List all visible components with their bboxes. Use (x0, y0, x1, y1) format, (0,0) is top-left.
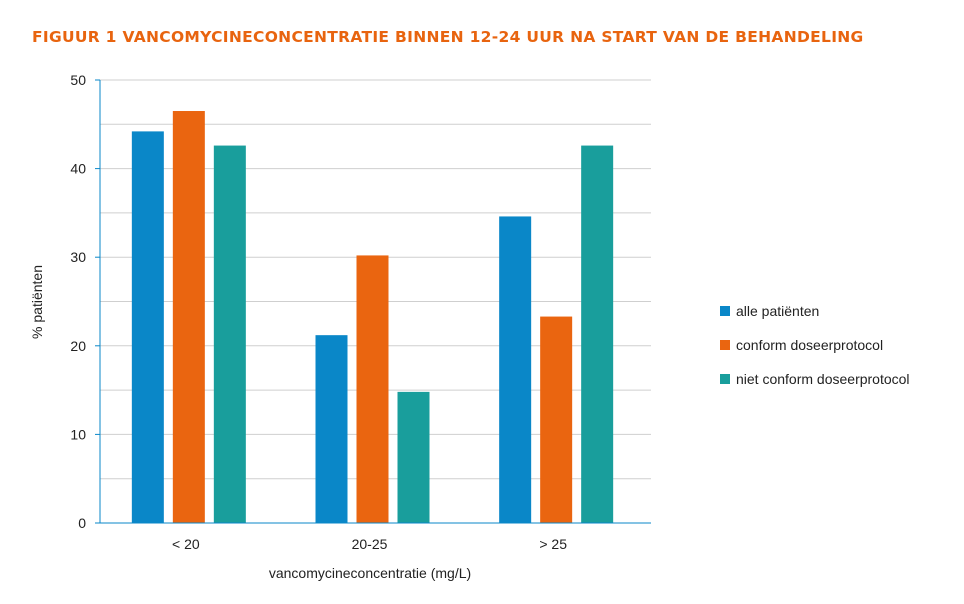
bar (397, 391, 430, 523)
legend-swatch (720, 306, 730, 316)
legend-label: alle patiënten (736, 303, 819, 319)
x-tick-label: > 25 (539, 536, 567, 552)
x-tick-label: 20-25 (352, 536, 388, 552)
y-tick-label: 30 (70, 249, 86, 265)
bar (213, 145, 246, 523)
bar (581, 145, 614, 523)
y-tick-label: 0 (78, 515, 86, 531)
legend-swatch (720, 340, 730, 350)
tick-labels: < 20 20-25 > 25 0 10 20 30 40 50 (70, 72, 567, 552)
bars (131, 111, 614, 524)
x-axis-label: vancomycineconcentratie (mg/L) (269, 565, 471, 581)
axes (95, 79, 651, 524)
y-axis-label: % patiënten (29, 265, 45, 339)
bar (540, 316, 573, 523)
y-tick-label: 50 (70, 72, 86, 88)
bar (131, 131, 164, 523)
y-tick-label: 20 (70, 338, 86, 354)
bar (315, 335, 348, 523)
legend-label: conform doseerprotocol (736, 337, 883, 353)
chart-title: FIGUUR 1 VANCOMYCINECONCENTRATIE BINNEN … (32, 28, 864, 46)
y-tick-label: 40 (70, 161, 86, 177)
legend: alle patiënten conform doseerprotocol niet… (720, 303, 910, 387)
legend-label: niet conform doseerprotocol (736, 371, 910, 387)
y-tick-label: 10 (70, 426, 86, 442)
bar (172, 111, 205, 523)
bar (356, 255, 389, 524)
legend-swatch (720, 374, 730, 384)
bar (499, 216, 532, 523)
x-tick-label: < 20 (172, 536, 200, 552)
